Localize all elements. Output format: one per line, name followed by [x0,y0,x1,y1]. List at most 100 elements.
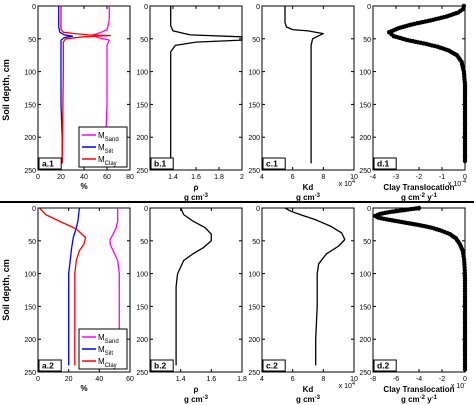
y-tick-label: 100 [248,272,260,279]
plot-frame [372,5,466,171]
panel-label: d.2 [377,361,390,371]
x-tick-label: 1.8 [237,376,247,383]
y-tick-label: 50 [363,239,371,246]
x-tick-label: -2 [416,174,422,181]
x-tick-label: -2 [439,376,445,383]
y-tick-label: 200 [136,337,148,344]
y-tick-label: 250 [248,370,260,377]
x-axis-unit-label: g cm-2 y-1 [401,395,438,404]
y-tick-label: 100 [24,70,36,77]
x-tick-label: 1.6 [206,376,216,383]
x-tick-label: -3 [393,174,399,181]
x-tick-label: 2 [240,174,244,181]
y-tick-label: 50 [140,239,148,246]
y-tick-label: 100 [248,70,260,77]
x-tick-label: 10 [350,376,358,383]
legend-entry: MClay [98,155,117,167]
panel-label-box [38,359,62,372]
y-tick-label: 250 [248,168,260,175]
y-tick-label: 100 [136,70,148,77]
x-tick-label: 4 [260,376,264,383]
y-tick-label: 150 [136,102,148,109]
x-tick-label: 8 [321,174,325,181]
x-tick-label: -1 [439,174,445,181]
y-tick-label: 150 [24,102,36,109]
x-axis-label: ρ [194,385,199,394]
legend-entry: MSand [98,131,119,143]
panel-label: c.1 [266,159,278,169]
y-tick-label: 0 [256,206,260,213]
y-tick-label: 250 [24,168,36,175]
panel-label: a.2 [42,361,54,371]
y-tick-label: 250 [359,168,371,175]
y-tick-label: 50 [252,37,260,44]
y-tick-label: 150 [359,304,371,311]
panel-label: b.2 [154,361,167,371]
x-axis-label: % [80,182,87,191]
y-tick-label: 0 [144,206,148,213]
y-tick-label: 250 [136,168,148,175]
y-tick-label: 150 [248,304,260,311]
y-tick-label: 200 [248,135,260,142]
x-tick-label: 6 [291,376,295,383]
y-tick-label: 0 [256,4,260,11]
x-exponent-label: x 10- [451,381,466,390]
x-axis-label: Kd [303,385,314,394]
x-tick-label: 1.4 [176,376,186,383]
panel-label-box [150,157,174,170]
x-tick-label: 20 [57,174,65,181]
plot-frame [149,5,243,171]
y-tick-label: 200 [136,135,148,142]
panel-label-box [150,359,174,372]
series-line [175,207,212,366]
legend-entry: MSilt [98,143,113,155]
x-tick-label: -4 [370,174,376,181]
y-tick-label: 150 [248,102,260,109]
panel-label-box [262,157,286,170]
x-exponent-label: x 104 [339,381,355,390]
panel-label: c.2 [266,361,278,371]
x-axis-label: Kd [303,183,314,192]
legend-entry: MSand [98,333,119,345]
legend-entry: MSilt [98,345,113,357]
x-tick-label: 40 [95,376,103,383]
y-tick-label: 50 [252,239,260,246]
panel-label: d.1 [377,159,390,169]
x-axis-unit-label: g cm-3 [184,395,209,404]
panel-label-box [38,157,62,170]
x-axis-unit-label: g cm-3 [296,193,321,202]
y-tick-label: 150 [24,304,36,311]
x-tick-label: 60 [103,174,111,181]
panel-label-box [262,359,286,372]
x-tick-label: 80 [126,174,134,181]
x-tick-label: 1.6 [191,174,201,181]
x-axis-unit-label: g cm-3 [296,395,321,404]
panel-label: a.1 [42,159,54,169]
x-tick-label: 10 [350,174,358,181]
series-line [92,6,110,164]
x-tick-label: 4 [260,174,264,181]
x-axis-label: Clay Translocation [383,385,454,394]
panel-b2: 0 50 100 150 200 250 1.4 1.6 1.8 b.2 ρg cm-3 [136,206,247,404]
y-tick-label: 200 [248,337,260,344]
x-tick-label: 0 [36,174,40,181]
x-tick-label: 1.4 [168,174,178,181]
panel-label-box [373,157,397,170]
plot-frame [149,207,243,373]
y-tick-label: 0 [32,4,36,11]
y-tick-label: 100 [136,272,148,279]
x-axis-label: ρ [194,183,199,192]
series-line [284,6,324,164]
data-point [462,367,468,372]
x-tick-label: 0 [463,376,467,383]
y-tick-label: 0 [144,4,148,11]
x-tick-label: 6 [291,174,295,181]
x-tick-label: 0 [463,174,467,181]
y-tick-label: 200 [24,135,36,142]
x-tick-label: -4 [416,376,422,383]
